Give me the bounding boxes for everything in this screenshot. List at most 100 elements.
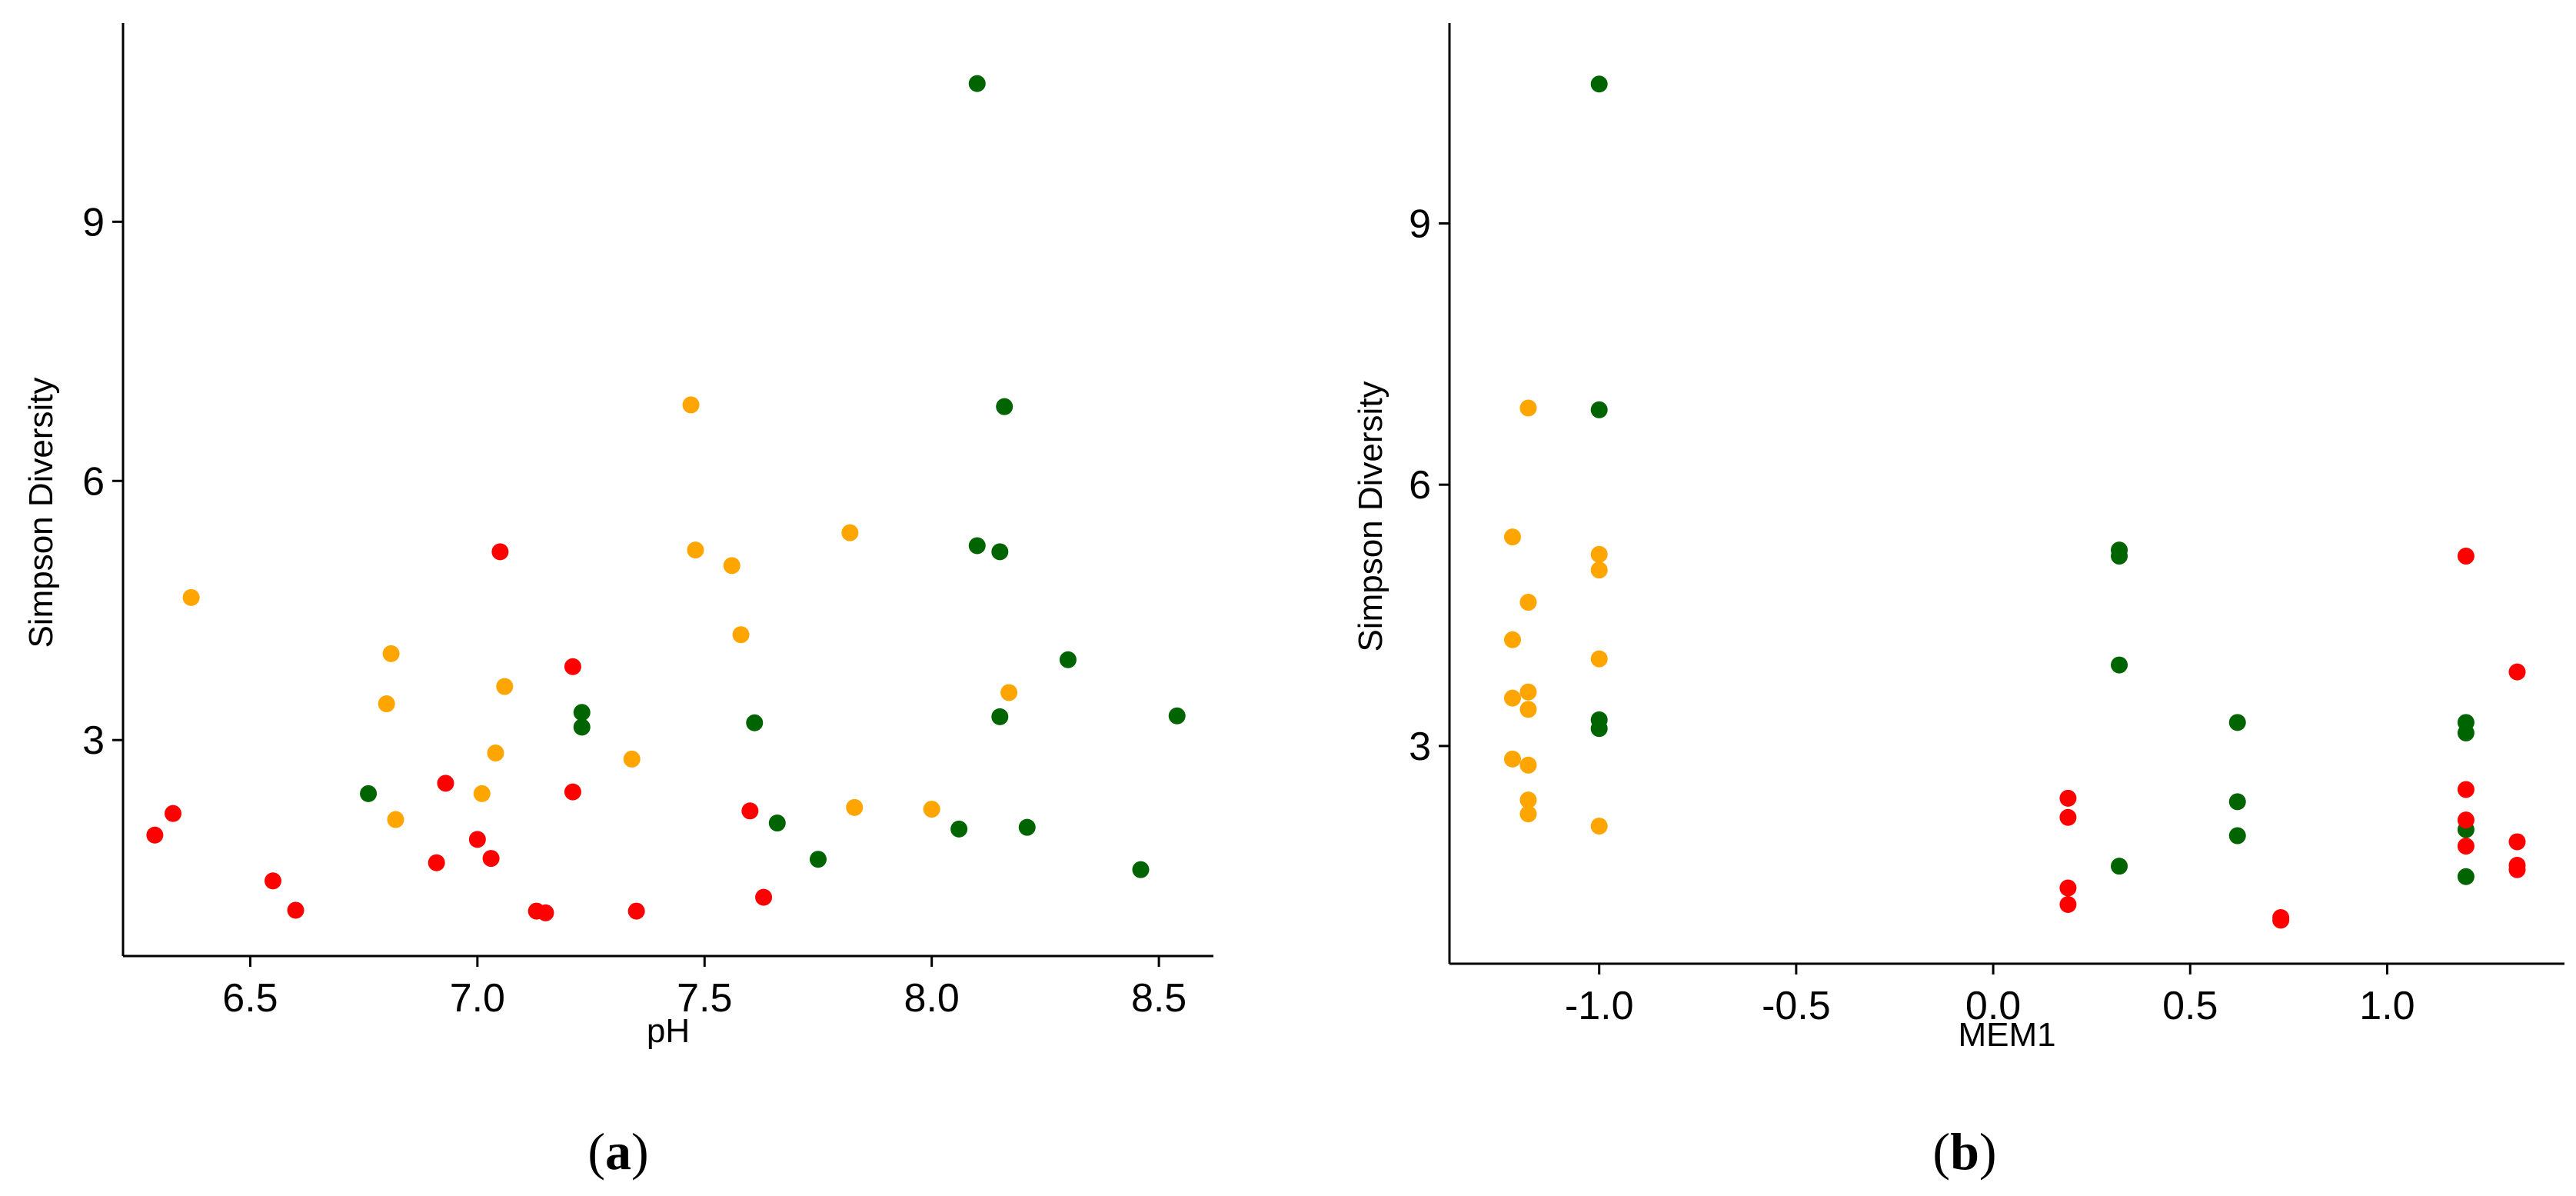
data-point [2457, 868, 2474, 885]
x-tick-label: -1.0 [1565, 984, 1634, 1028]
data-point [2457, 811, 2474, 829]
data-point [473, 785, 491, 802]
data-point [923, 801, 940, 818]
data-point [487, 745, 504, 762]
data-point [2111, 858, 2128, 875]
data-point [2508, 663, 2526, 681]
data-point [1503, 631, 1521, 648]
series-2 [360, 75, 1186, 878]
data-point [746, 714, 764, 731]
x-tick-label: 8.5 [1131, 976, 1186, 1021]
data-point [2228, 827, 2246, 845]
data-point [627, 902, 645, 920]
data-point [1590, 561, 1608, 579]
data-point [564, 783, 581, 801]
data-point [2457, 838, 2474, 855]
data-point [1059, 651, 1077, 668]
data-point [2457, 724, 2474, 741]
series-1 [182, 396, 1018, 828]
series-2 [2059, 548, 2526, 929]
data-point [1000, 684, 1018, 701]
data-point [687, 541, 704, 559]
data-point [537, 904, 554, 921]
data-point [732, 626, 750, 644]
x-tick-label: 6.5 [222, 976, 278, 1021]
data-point [2059, 895, 2077, 913]
data-point [809, 851, 827, 868]
x-tick-label: 7.0 [450, 976, 505, 1021]
data-point [682, 396, 700, 414]
data-point [968, 75, 986, 92]
panel-b: 3 6 9 -1.0 -0.5 0.0 0.5 1.0 MEM1 Simpson Diversit… [1352, 23, 2564, 1181]
y-axis-label: Simpson Diversity [1352, 381, 1390, 651]
data-point [723, 557, 741, 575]
data-point [564, 658, 581, 675]
data-point [2111, 656, 2128, 674]
data-point [2508, 833, 2526, 851]
y-axis-label: Simpson Diversity [22, 377, 60, 648]
data-point [768, 815, 786, 832]
data-point [146, 826, 164, 844]
data-point [846, 798, 864, 816]
data-point [1168, 707, 1186, 725]
data-point [950, 820, 968, 838]
data-point [755, 888, 773, 906]
data-point [2228, 714, 2246, 731]
panel-label: (a) [587, 1122, 648, 1181]
data-point [287, 901, 305, 919]
data-point [623, 750, 641, 768]
data-point [382, 645, 400, 662]
y-tick-label: 3 [1409, 725, 1431, 769]
data-point [182, 588, 200, 606]
data-point [2059, 808, 2077, 826]
data-point [1590, 545, 1608, 563]
data-point [164, 805, 181, 822]
data-point [378, 695, 395, 713]
data-point [573, 704, 591, 721]
data-point [2457, 548, 2474, 565]
y-tick-label: 6 [82, 459, 105, 504]
data-point [1503, 528, 1521, 546]
data-point [968, 537, 986, 555]
data-point [2111, 548, 2128, 565]
data-point [1519, 701, 1537, 718]
data-point [2228, 793, 2246, 811]
data-point [996, 398, 1013, 415]
panel-a: 3 6 9 6.5 7.0 7.5 8.0 8.5 pH Simpson Diversity (a) [22, 23, 1213, 1181]
x-tick-label: -0.5 [1762, 984, 1831, 1028]
data-point [1519, 805, 1537, 823]
panel-label: (b) [1932, 1122, 1996, 1181]
data-point [491, 543, 509, 561]
series-0 [1503, 399, 1608, 835]
x-tick-label: 0.5 [2162, 984, 2218, 1028]
data-point [1503, 750, 1521, 768]
data-point [496, 678, 514, 695]
data-point [1519, 594, 1537, 611]
x-axis-label: MEM1 [1958, 1016, 2055, 1054]
data-point [841, 524, 859, 541]
x-tick-label: 0.0 [1965, 984, 2021, 1028]
x-axis-label: pH [647, 1012, 690, 1050]
data-point [573, 718, 591, 736]
data-point [428, 854, 445, 871]
data-point [264, 872, 281, 890]
data-point [1132, 861, 1150, 878]
data-point [741, 802, 759, 820]
data-point [1590, 720, 1608, 738]
y-tick-label: 9 [82, 200, 105, 245]
data-point [2272, 911, 2290, 929]
data-point [482, 850, 500, 868]
series-1 [1590, 75, 2474, 885]
data-point [1519, 791, 1537, 809]
data-point [1590, 650, 1608, 668]
data-point [1519, 399, 1537, 417]
data-point [1519, 683, 1537, 701]
series-0 [146, 543, 773, 921]
data-point [1590, 401, 1608, 418]
x-tick-label: 7.5 [677, 976, 732, 1021]
data-point [2059, 789, 2077, 807]
data-point [1590, 818, 1608, 835]
data-point [991, 708, 1009, 725]
